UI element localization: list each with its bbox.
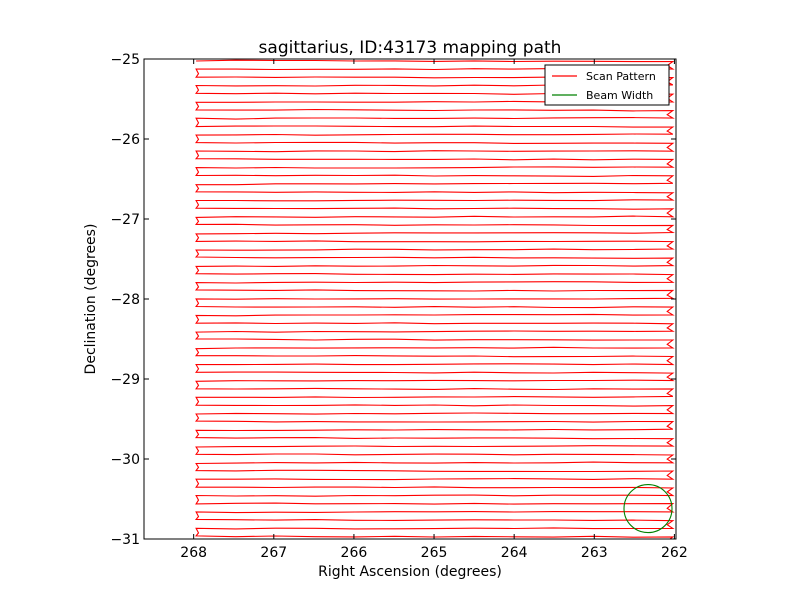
- y-tick-label: −29: [110, 372, 140, 388]
- x-tick-label: 266: [341, 545, 368, 561]
- y-tick-label: −30: [110, 452, 140, 468]
- x-tick-label: 267: [260, 545, 287, 561]
- legend-label-scan-pattern: Scan Pattern: [586, 70, 656, 83]
- x-tick-label: 264: [501, 545, 528, 561]
- legend: Scan Pattern Beam Width: [544, 64, 670, 106]
- series-beam-width: [623, 484, 673, 534]
- y-axis-label: Declination (degrees): [83, 224, 99, 375]
- y-tick-label: −25: [110, 52, 140, 68]
- legend-box: [544, 64, 670, 106]
- series-layer: [194, 59, 675, 539]
- y-tick-label: −28: [110, 292, 140, 308]
- chart-title: sagittarius, ID:43173 mapping path: [259, 38, 562, 58]
- x-axis: 268 267 266 265 264 263 262: [180, 59, 688, 561]
- series-scan-pattern: [194, 59, 675, 539]
- x-tick-label: 262: [661, 545, 688, 561]
- y-tick-label: −31: [110, 532, 140, 548]
- y-tick-label: −26: [110, 132, 140, 148]
- x-axis-label: Right Ascension (degrees): [318, 564, 502, 580]
- x-tick-label: 265: [421, 545, 448, 561]
- x-tick-label: 268: [180, 545, 207, 561]
- legend-label-beam-width: Beam Width: [586, 89, 653, 102]
- y-tick-label: −27: [110, 212, 140, 228]
- x-tick-label: 263: [581, 545, 608, 561]
- y-axis: −25 −26 −27 −28 −29 −30 −31: [110, 52, 676, 548]
